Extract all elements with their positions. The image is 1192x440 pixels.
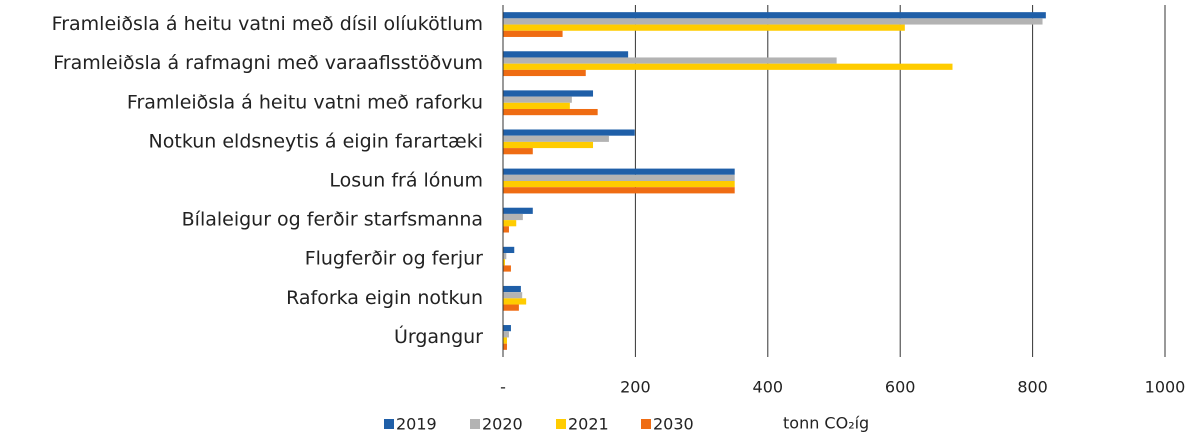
legend-swatch <box>470 419 480 429</box>
y-tick-label: Losun frá lónum <box>329 170 483 192</box>
bar <box>503 292 523 299</box>
bar <box>503 30 563 37</box>
bar <box>503 298 527 305</box>
legend-label: 2020 <box>482 415 523 434</box>
bar <box>503 90 594 97</box>
bar <box>503 331 509 338</box>
bar <box>503 141 594 149</box>
bar <box>503 102 570 109</box>
bar <box>503 135 609 142</box>
bar <box>503 337 507 344</box>
bar <box>503 57 837 64</box>
legend-swatch <box>556 419 566 429</box>
bar <box>503 108 598 116</box>
bar <box>503 285 521 293</box>
bar <box>503 12 1046 19</box>
bar <box>503 220 517 227</box>
y-tick-label: Raforka eigin notkun <box>286 287 483 309</box>
x-tick-label: 400 <box>753 378 784 397</box>
y-tick-label: Framleiðsla á heitu vatni með raforku <box>127 91 483 113</box>
bar <box>503 18 1043 25</box>
bar <box>503 304 519 311</box>
bar <box>503 226 509 233</box>
y-tick-label: Flugferðir og ferjur <box>305 248 483 270</box>
y-tick-label: Framleiðsla á heitu vatni með dísil olíu… <box>52 13 483 35</box>
legend-swatch <box>641 419 651 429</box>
x-tick-label: 600 <box>885 378 916 397</box>
bar <box>503 246 515 254</box>
bar <box>503 265 511 272</box>
bar <box>503 51 629 58</box>
bar <box>503 181 735 188</box>
bar <box>503 69 586 77</box>
bar <box>503 174 735 181</box>
bar <box>503 24 905 31</box>
x-tick-label: 800 <box>1017 378 1048 397</box>
bar <box>503 207 533 214</box>
x-tick-label: - <box>500 378 506 397</box>
legend-label: 2021 <box>568 415 609 434</box>
bar <box>503 253 507 260</box>
legend-label: 2019 <box>396 415 437 434</box>
bar <box>503 325 511 332</box>
x-axis-title: tonn CO₂íg <box>783 414 869 433</box>
legend-label: 2030 <box>653 415 694 434</box>
legend-swatch <box>384 419 394 429</box>
bar <box>503 129 635 136</box>
x-tick-label: 200 <box>620 378 651 397</box>
y-tick-label: Framleiðsla á rafmagni með varaaflsstöðv… <box>53 52 483 74</box>
bar <box>503 63 953 70</box>
bar <box>503 168 735 175</box>
bar <box>503 96 572 103</box>
y-tick-label: Bílaleigur og ferðir starfsmanna <box>182 209 483 231</box>
y-tick-label: Úrgangur <box>394 324 483 348</box>
bar <box>503 213 523 221</box>
y-tick-label: Notkun eldsneytis á eigin farartæki <box>149 130 483 152</box>
bar <box>503 259 505 266</box>
bar <box>503 187 735 194</box>
bar <box>503 148 533 155</box>
x-tick-label: 1000 <box>1145 378 1186 397</box>
bar <box>503 343 507 350</box>
